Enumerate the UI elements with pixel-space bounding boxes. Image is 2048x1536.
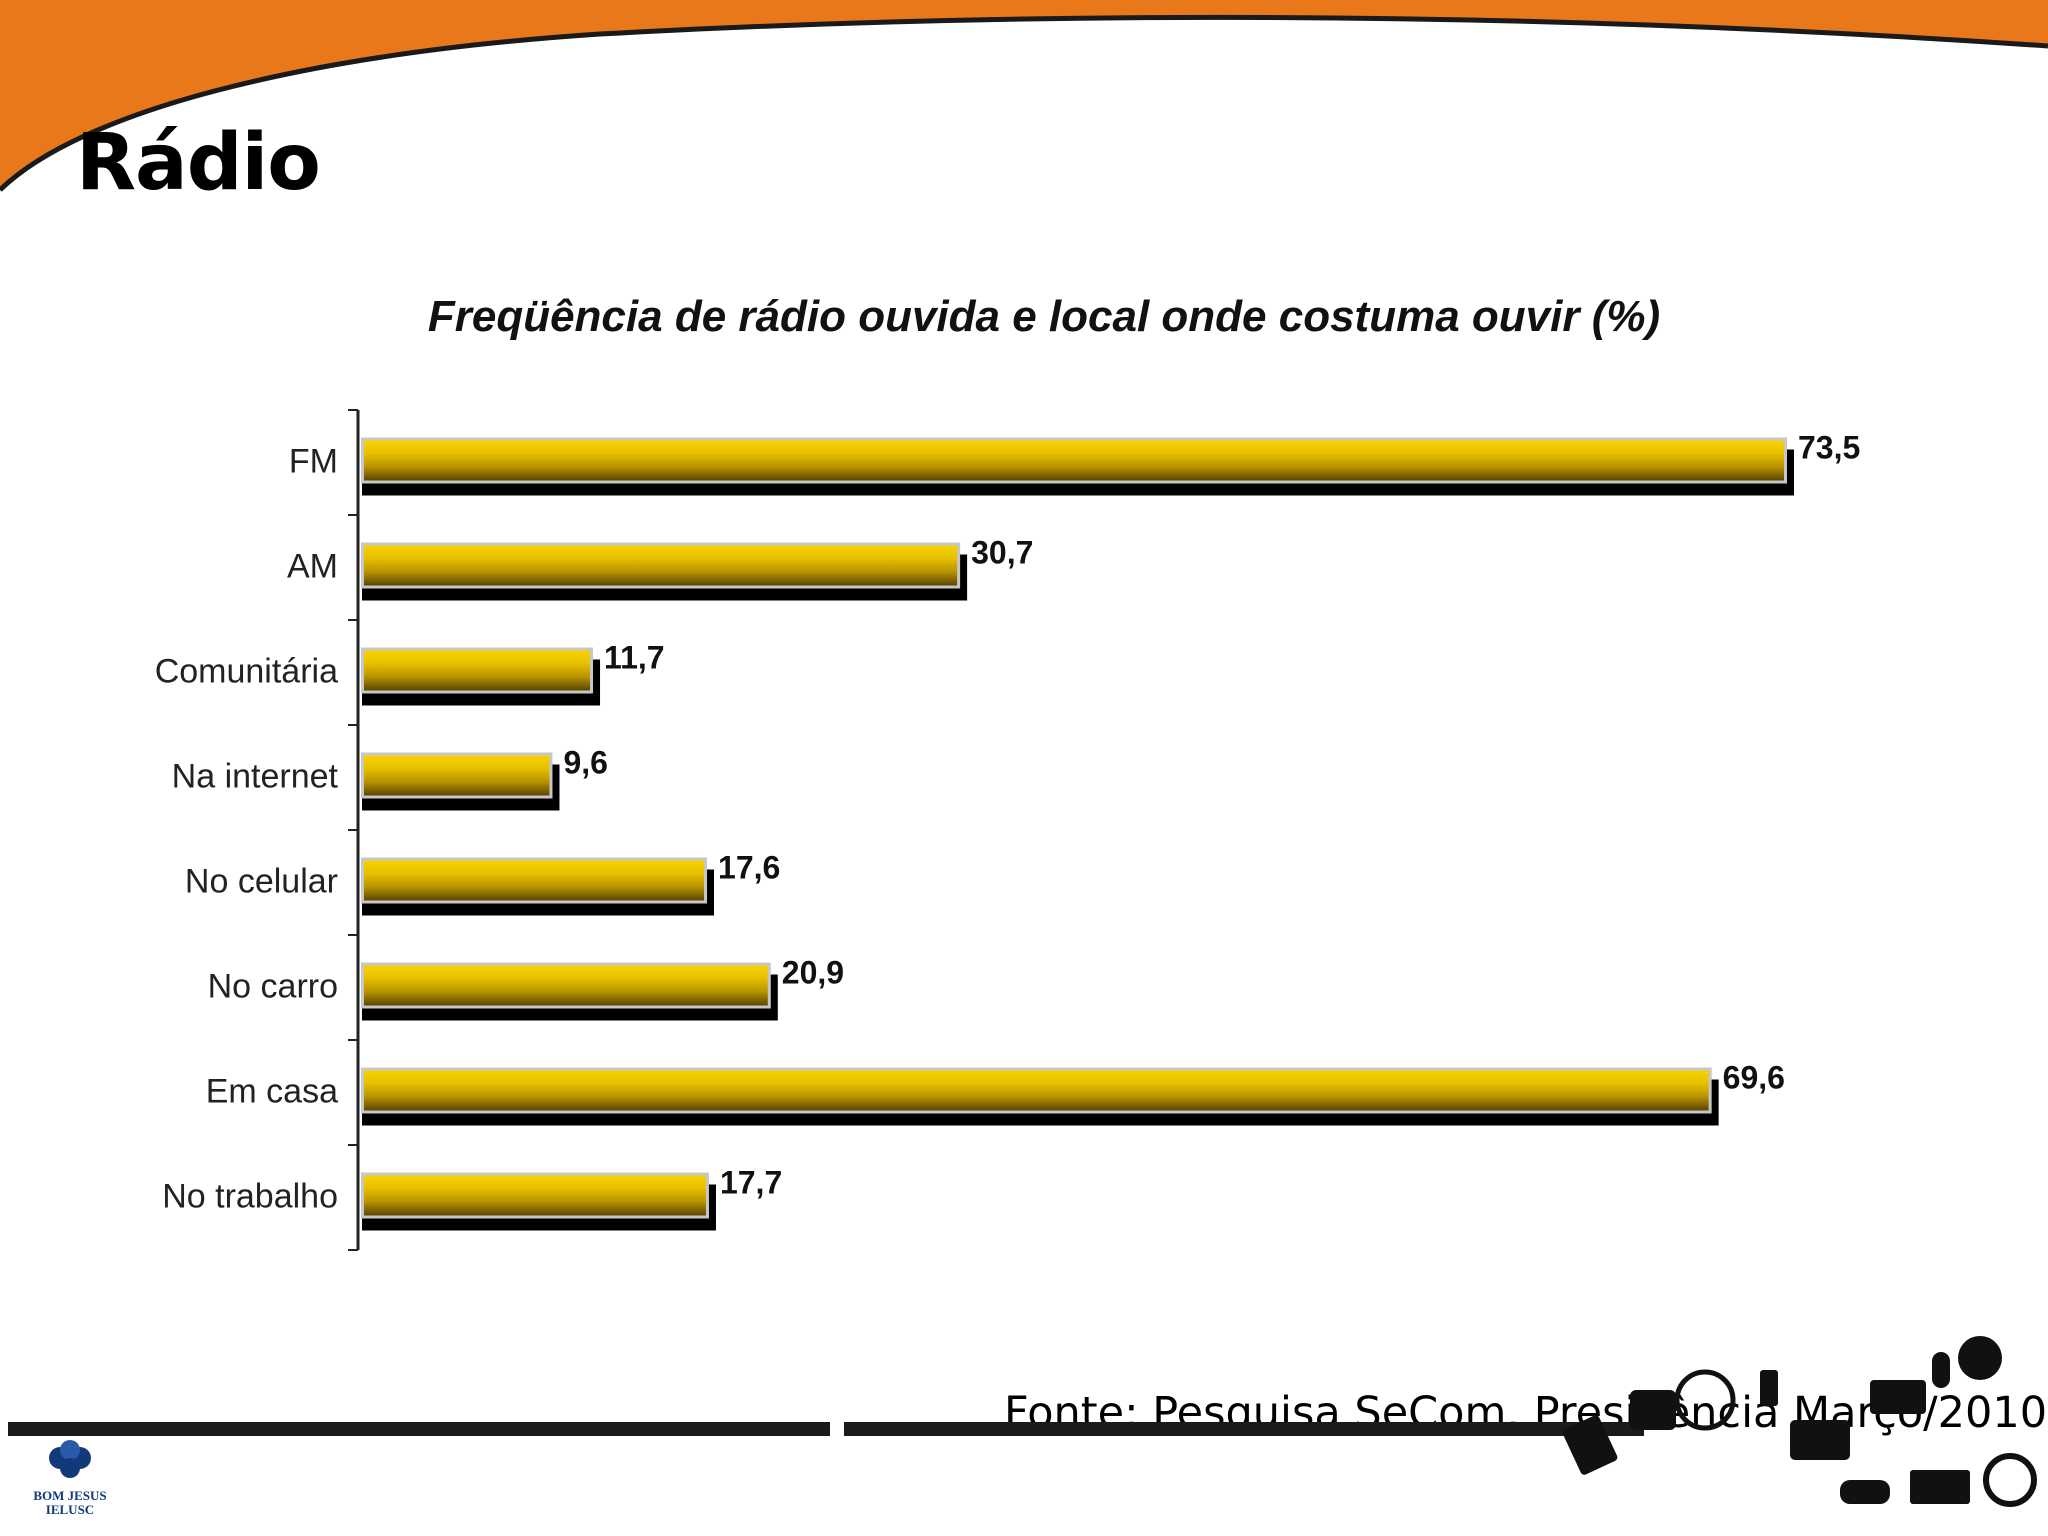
- category-label: No celular: [185, 863, 338, 901]
- laptop-icon: [1910, 1470, 1970, 1504]
- logo-text-line2: IELUSC: [45, 1502, 95, 1517]
- category-label: FM: [289, 443, 338, 481]
- slide-title: Rádio: [76, 118, 321, 208]
- phone-icon: [1760, 1370, 1778, 1406]
- category-label: Na internet: [172, 758, 339, 796]
- category-label: Em casa: [206, 1073, 338, 1111]
- tv-icon: [1630, 1390, 1676, 1430]
- value-label: 17,7: [720, 1165, 782, 1201]
- globe-icon: [1674, 1369, 1736, 1431]
- logo: BOM JESUS IELUSC: [22, 1440, 118, 1517]
- bar: [364, 755, 550, 796]
- bar: [364, 650, 591, 691]
- logo-text-line1: BOM JESUS: [33, 1488, 107, 1503]
- value-label: 69,6: [1723, 1060, 1785, 1096]
- gamepad-icon: [1840, 1480, 1890, 1504]
- microphone-icon: [1932, 1352, 1950, 1388]
- bar: [364, 860, 705, 901]
- header-orange-band: [0, 0, 2048, 190]
- tablet-icon: [1562, 1415, 1618, 1475]
- camera-icon: [1790, 1420, 1850, 1460]
- logo-emblem: [49, 1440, 91, 1478]
- category-label: Comunitária: [155, 653, 338, 691]
- value-label: 17,6: [718, 850, 780, 886]
- radio-icon: [1870, 1380, 1926, 1414]
- header-swoosh: [0, 0, 2048, 192]
- headphones-icon: [1983, 1453, 2037, 1507]
- media-icons-collage: [1562, 1336, 2037, 1507]
- footer-dashed-line: [8, 1422, 1644, 1436]
- value-label: 9,6: [563, 745, 607, 781]
- bar-chart: FM 73,5 AM 30,7 Comunitária 11,7 Na internet 9,…: [155, 409, 1860, 1251]
- header-dark-curve: [0, 14, 2048, 192]
- category-label: No trabalho: [162, 1178, 338, 1216]
- value-label: 11,7: [604, 640, 665, 676]
- value-label: 20,9: [782, 955, 844, 991]
- value-label: 73,5: [1798, 430, 1860, 466]
- category-label: AM: [287, 548, 338, 586]
- bar: [364, 440, 1784, 481]
- chart-title: Freqüência de rádio ouvida e local onde …: [427, 292, 1661, 341]
- bar: [364, 1175, 706, 1216]
- category-label: No carro: [208, 968, 338, 1006]
- bar: [364, 965, 768, 1006]
- bar: [364, 1070, 1709, 1111]
- value-label: 30,7: [971, 535, 1033, 571]
- bar: [364, 545, 958, 586]
- film-reel-icon: [1958, 1336, 2002, 1380]
